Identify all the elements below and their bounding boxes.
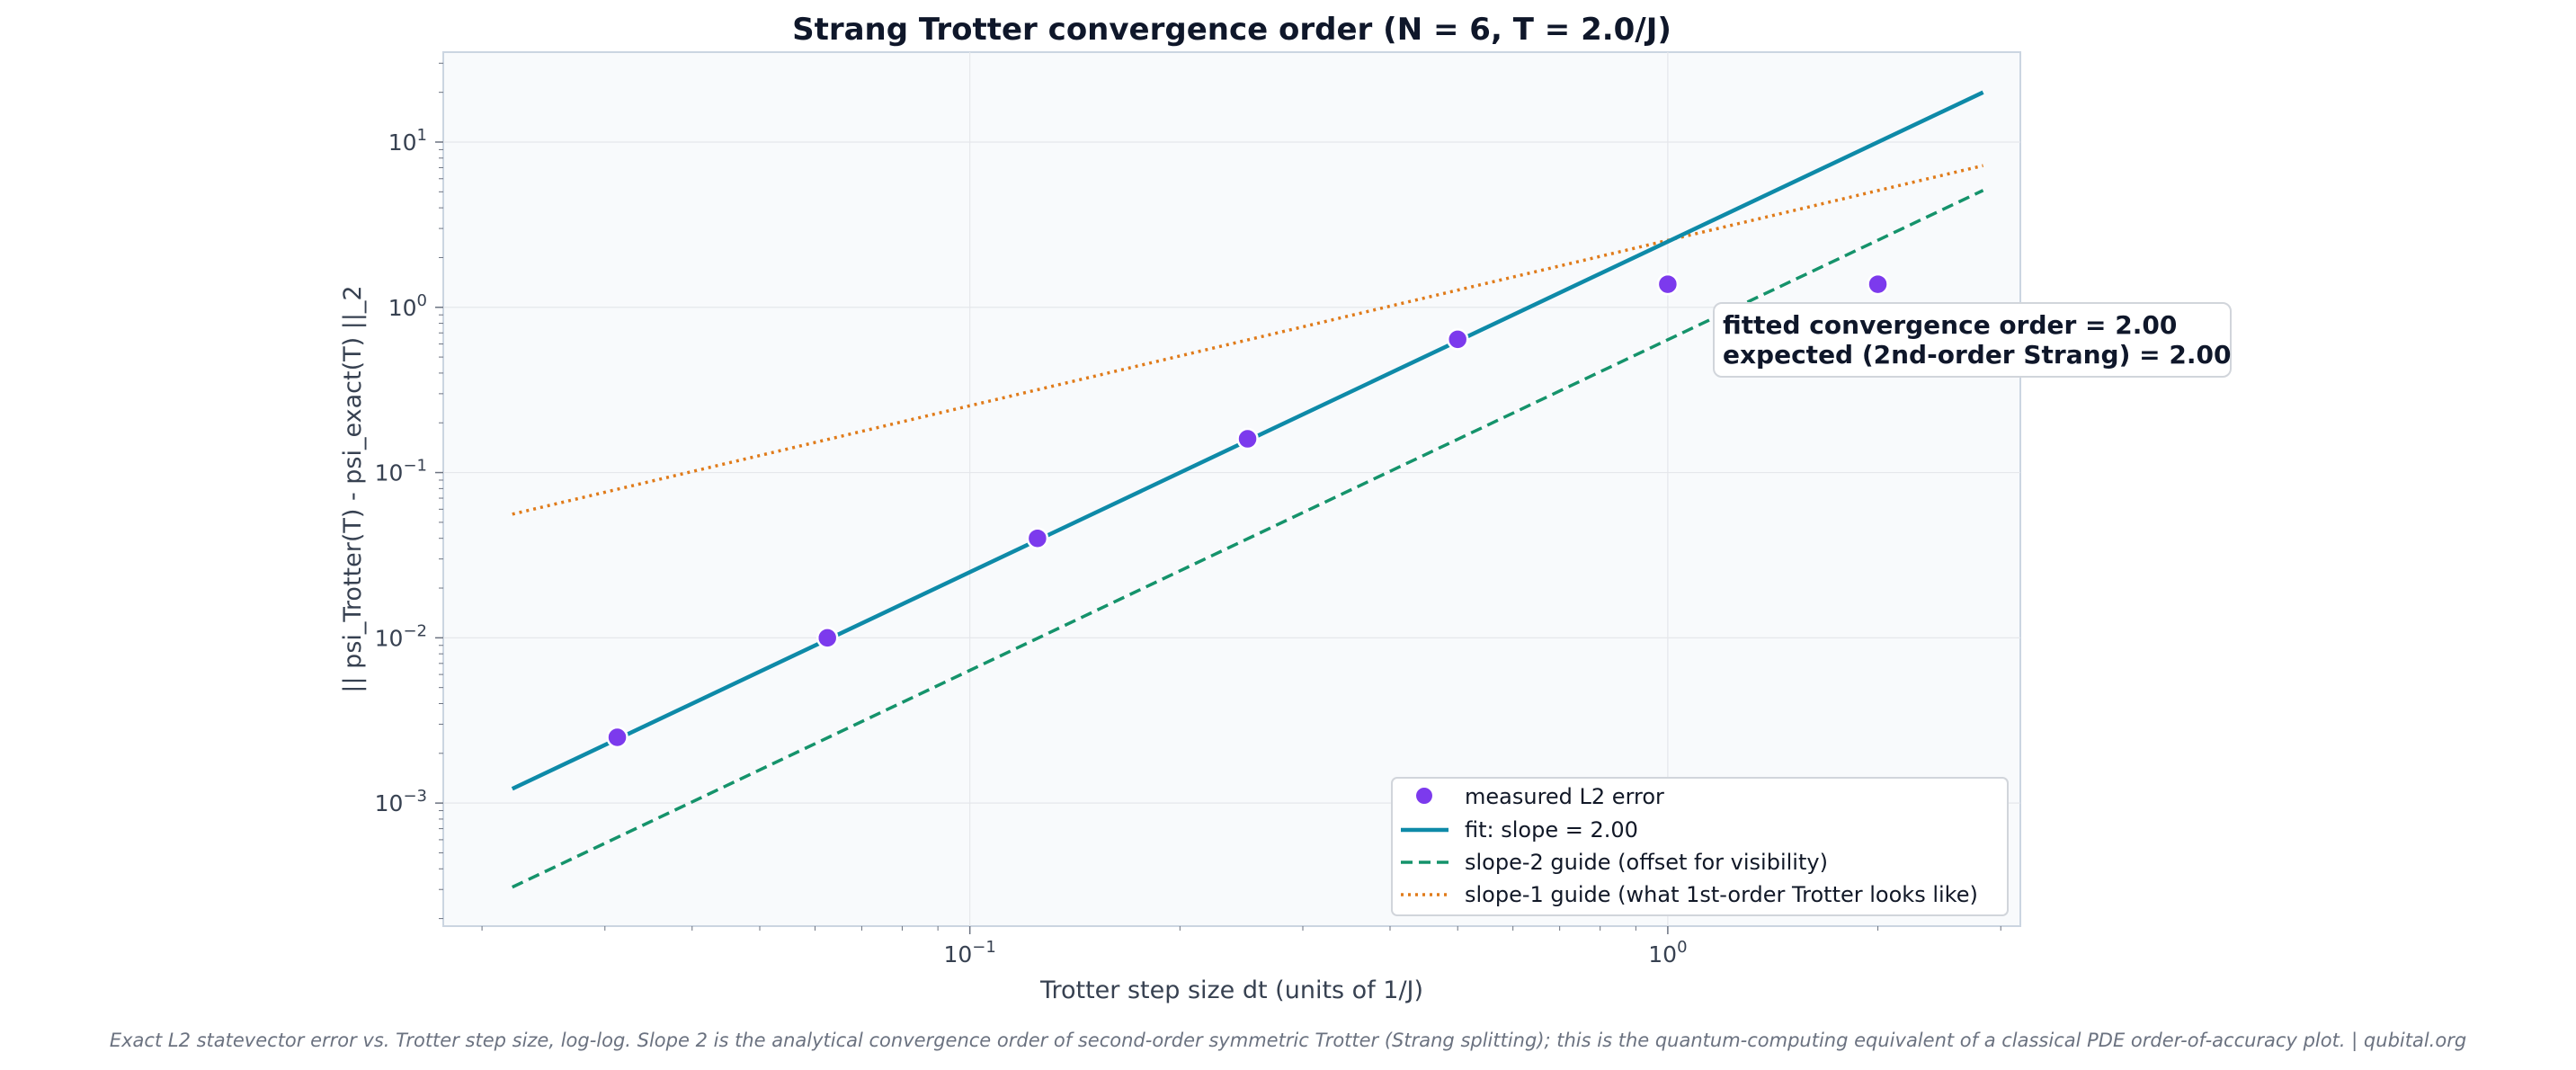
figure-caption: Exact L2 statevector error vs. Trotter s… (109, 1030, 2467, 1051)
x-axis: 10−1 100 (481, 926, 2001, 967)
legend-label-measured: measured L2 error (1465, 784, 1664, 809)
slope-1-guide-line (512, 164, 1983, 516)
y-axis: 10−3 10−2 10−1 100 101 (375, 62, 443, 920)
y-tick-label: 10−1 (375, 457, 427, 486)
y-tick-label: 10−2 (375, 621, 427, 651)
data-point-measured (1026, 527, 1049, 549)
x-axis-label: Trotter step size dt (units of 1/J) (1039, 976, 1423, 1004)
annotation-line-1: fitted convergence order = 2.00 (1723, 310, 2177, 340)
legend-label-slope2: slope-2 guide (offset for visibility) (1465, 850, 1828, 875)
data-point-measured (1236, 427, 1259, 450)
y-tick-label: 10−3 (375, 787, 427, 816)
series-layer (511, 90, 1984, 889)
data-point-measured (1867, 272, 1889, 296)
annotation-line-2: expected (2nd-order Strang) = 2.00 (1723, 340, 2231, 370)
y-axis-label: || psi_Trotter(T) - psi_exact(T) ||_2 (339, 285, 367, 692)
legend-label-fit: fit: slope = 2.00 (1465, 817, 1638, 843)
x-tick-label: 10−1 (943, 938, 995, 967)
x-tick-label: 100 (1648, 938, 1687, 967)
y-tick-label: 101 (388, 126, 427, 156)
legend-marker-measured (1414, 786, 1434, 806)
annotation-box: fitted convergence order = 2.00 expected… (1713, 302, 2232, 378)
data-point-measured (1446, 328, 1469, 351)
data-point-measured (1656, 272, 1680, 296)
data-point-measured (606, 726, 628, 749)
data-point-measured (816, 627, 839, 649)
chart-title: Strang Trotter convergence order (N = 6,… (792, 12, 1671, 48)
legend: measured L2 error fit: slope = 2.00 slop… (1391, 777, 2009, 916)
legend-label-slope1: slope-1 guide (what 1st-order Trotter lo… (1465, 882, 1978, 907)
y-tick-label: 100 (388, 291, 427, 321)
